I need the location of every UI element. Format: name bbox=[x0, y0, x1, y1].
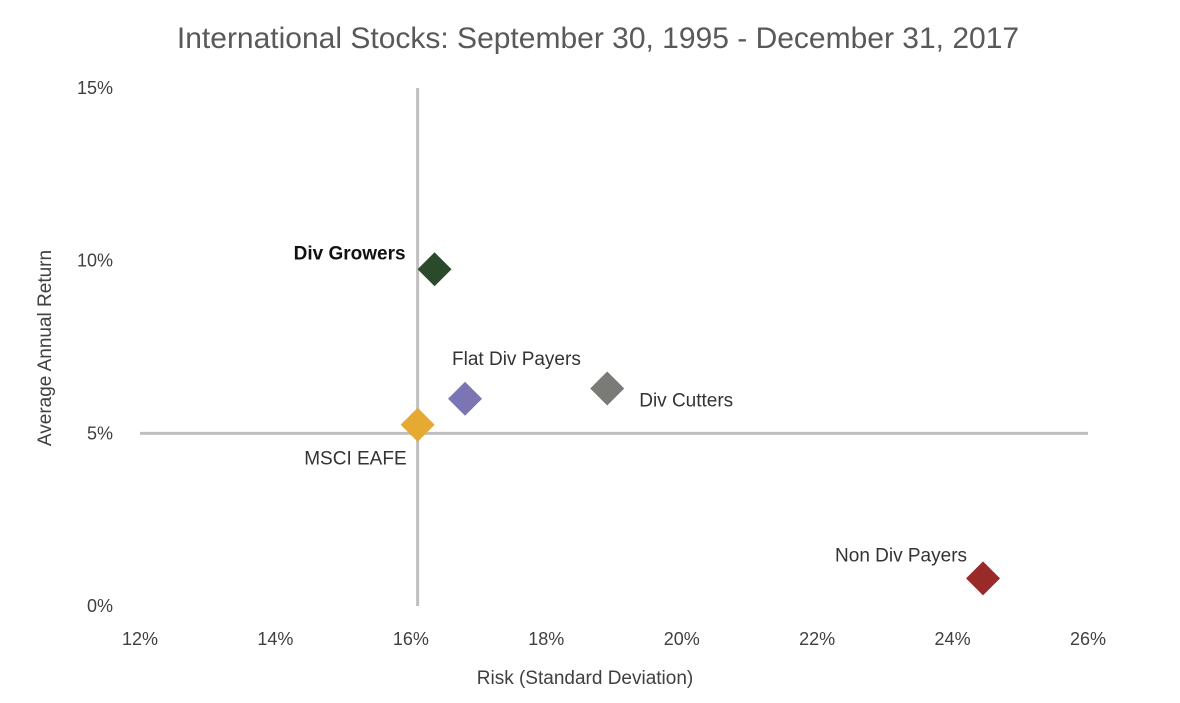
label-div-growers: Div Growers bbox=[294, 243, 406, 264]
chart-title: International Stocks: September 30, 1995… bbox=[177, 22, 1019, 55]
y-tick-label: 5% bbox=[87, 423, 113, 443]
y-tick-label: 0% bbox=[87, 596, 113, 616]
x-axis-label: Risk (Standard Deviation) bbox=[477, 668, 693, 689]
y-axis-label: Average Annual Return bbox=[35, 250, 56, 446]
x-tick-label: 18% bbox=[528, 629, 564, 649]
reference-lines bbox=[140, 88, 1088, 606]
point-msci-eafe bbox=[400, 407, 435, 442]
x-tick-label: 12% bbox=[122, 629, 158, 649]
x-axis-ticks: 12% 14% 16% 18% 20% 22% 24% 26% bbox=[122, 629, 1106, 649]
x-tick-label: 22% bbox=[799, 629, 835, 649]
point-non-div-payers bbox=[966, 561, 1001, 596]
point-labels: Div Growers Flat Div Payers Div Cutters MSC… bbox=[294, 243, 967, 566]
point-div-growers bbox=[417, 252, 452, 287]
data-points bbox=[400, 252, 1001, 596]
x-tick-label: 20% bbox=[664, 629, 700, 649]
x-tick-label: 14% bbox=[257, 629, 293, 649]
label-non-div-payers: Non Div Payers bbox=[835, 545, 967, 566]
label-div-cutters: Div Cutters bbox=[639, 390, 733, 411]
x-tick-label: 16% bbox=[393, 629, 429, 649]
y-tick-label: 10% bbox=[77, 251, 113, 271]
x-tick-label: 24% bbox=[935, 629, 971, 649]
point-flat-div-payers bbox=[448, 381, 483, 416]
point-div-cutters bbox=[590, 371, 625, 406]
label-flat-div-payers: Flat Div Payers bbox=[452, 349, 581, 370]
x-tick-label: 26% bbox=[1070, 629, 1106, 649]
y-tick-label: 15% bbox=[77, 78, 113, 98]
y-axis-ticks: 0% 5% 10% 15% bbox=[77, 78, 113, 616]
label-msci-eafe: MSCI EAFE bbox=[304, 449, 406, 470]
